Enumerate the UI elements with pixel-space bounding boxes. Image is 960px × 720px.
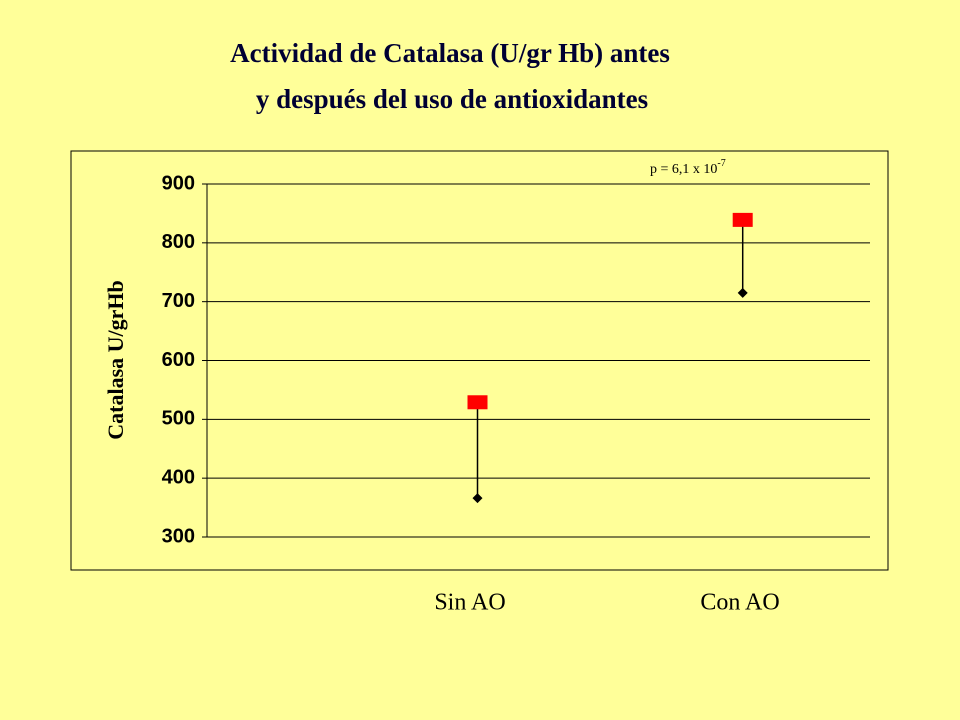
annotation-superscript: -7 bbox=[717, 158, 725, 169]
annotation-text: p = 6,1 x 10 bbox=[650, 162, 717, 177]
x-tick-label: Con AO bbox=[700, 590, 779, 616]
y-tick-label: 900 bbox=[162, 172, 195, 194]
title-line: y después del uso de antioxidantes bbox=[256, 84, 648, 114]
y-axis-label: Catalasa U/grHb bbox=[103, 280, 128, 440]
diamond-marker bbox=[472, 493, 483, 504]
y-tick-label: 300 bbox=[162, 525, 195, 547]
y-tick-label: 600 bbox=[162, 349, 195, 371]
diamond-marker bbox=[737, 287, 748, 298]
y-tick-label: 700 bbox=[162, 290, 195, 312]
title-line: Actividad de Catalasa (U/gr Hb) antes bbox=[230, 38, 670, 68]
mean-marker bbox=[467, 395, 488, 410]
x-tick-label: Sin AO bbox=[434, 590, 505, 616]
y-tick-label: 800 bbox=[162, 231, 195, 253]
y-tick-label: 400 bbox=[162, 466, 195, 488]
y-tick-label: 500 bbox=[162, 408, 195, 430]
mean-marker bbox=[732, 212, 753, 227]
annotation: p = 6,1 x 10-7 bbox=[650, 158, 726, 177]
